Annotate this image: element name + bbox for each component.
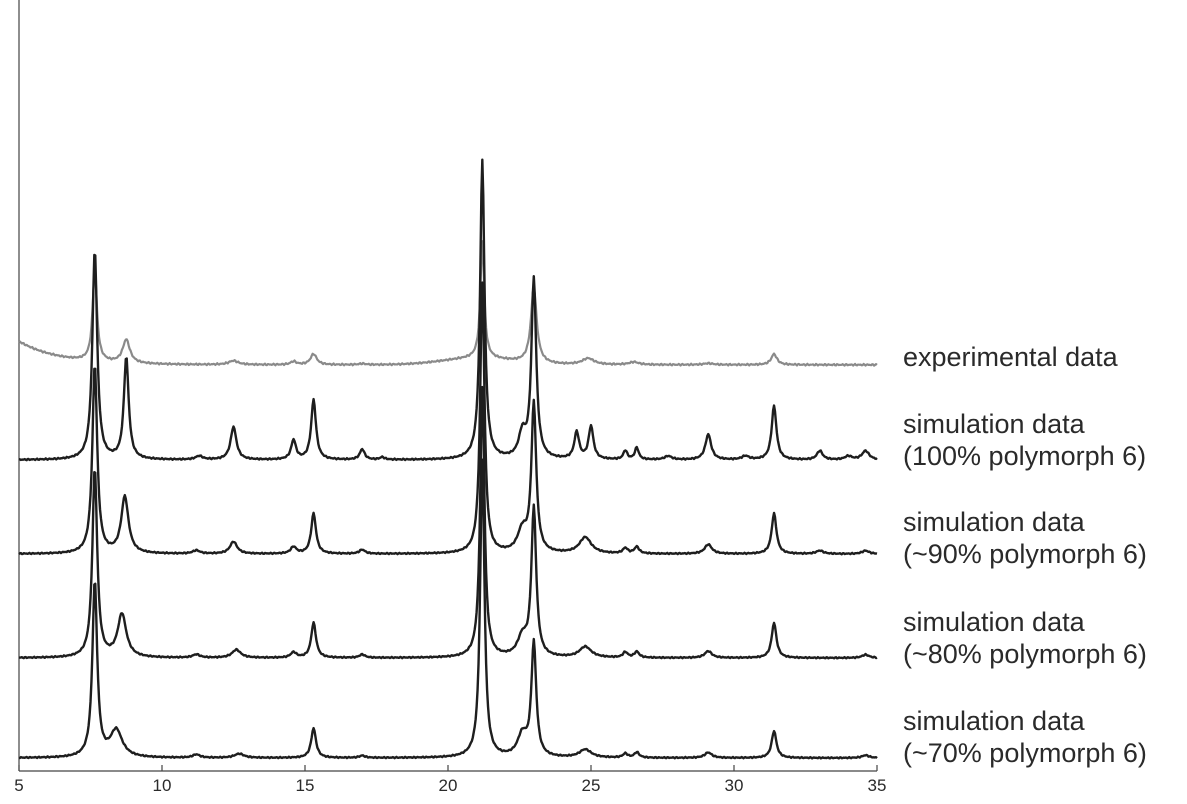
x-tick-label: 5 bbox=[14, 776, 23, 795]
x-tick-label: 25 bbox=[582, 776, 601, 795]
series-label-2-line-0: simulation data bbox=[903, 507, 1086, 537]
trace-1 bbox=[19, 160, 877, 461]
series-label-3-line-0: simulation data bbox=[903, 607, 1086, 637]
series-label-1-line-0: simulation data bbox=[903, 409, 1086, 439]
series-label-0-line-0: experimental data bbox=[903, 342, 1119, 372]
series-label-4-line-1: (~70% polymorph 6) bbox=[903, 738, 1147, 768]
series-label-2-line-1: (~90% polymorph 6) bbox=[903, 539, 1147, 569]
trace-0 bbox=[19, 241, 877, 365]
chart-axes: 5 10 15 20 25 30 35 bbox=[14, 0, 886, 795]
x-tick-label: 30 bbox=[725, 776, 744, 795]
chart-traces bbox=[19, 160, 877, 759]
x-tick-label: 20 bbox=[439, 776, 458, 795]
x-tick-label: 15 bbox=[296, 776, 315, 795]
x-tick-label: 35 bbox=[868, 776, 887, 795]
series-label-3-line-1: (~80% polymorph 6) bbox=[903, 639, 1147, 669]
x-tick-label: 10 bbox=[153, 776, 172, 795]
trace-3 bbox=[19, 387, 877, 658]
trace-2 bbox=[19, 283, 877, 555]
trace-4 bbox=[19, 460, 877, 759]
series-label-1-line-1: (100% polymorph 6) bbox=[903, 441, 1146, 471]
series-label-4-line-0: simulation data bbox=[903, 706, 1086, 736]
